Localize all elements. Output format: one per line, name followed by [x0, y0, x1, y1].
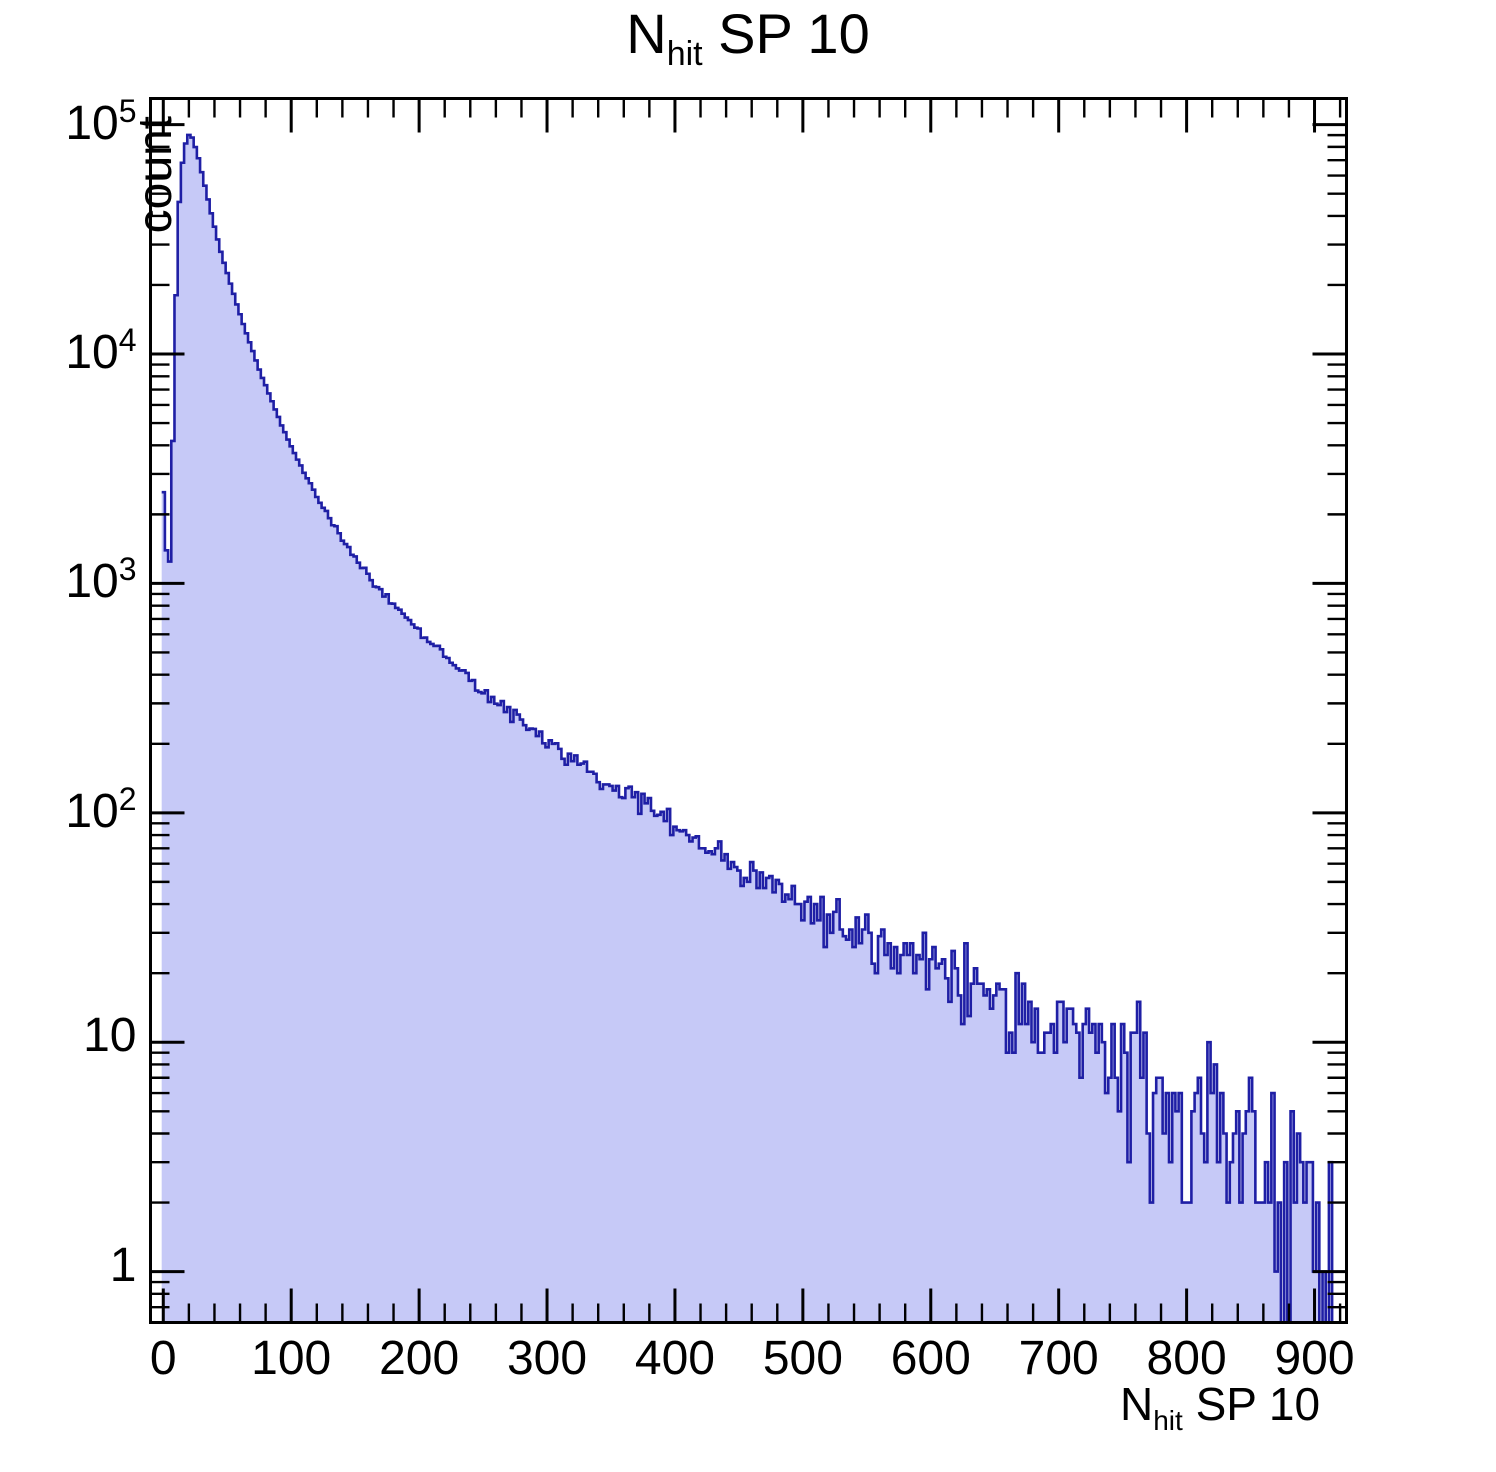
xlabel-base: N — [1120, 1378, 1154, 1430]
x-tick-label: 300 — [506, 1331, 588, 1385]
xlabel-rest: SP 10 — [1182, 1378, 1321, 1430]
y-tick-label: 1 — [109, 1238, 137, 1292]
y-tick-exponent: 5 — [118, 92, 137, 129]
y-tick-exponent: 4 — [118, 322, 137, 359]
xlabel-subscript: hit — [1153, 1405, 1183, 1437]
title-rest: SP 10 — [702, 2, 870, 65]
page-title: Nhit SP 10 — [0, 6, 1496, 74]
x-axis-title: Nhit SP 10 — [1120, 1377, 1320, 1437]
x-tick-label: 900 — [1274, 1331, 1355, 1385]
y-tick-mantissa: 10 — [65, 326, 119, 380]
y-tick-mantissa: 10 — [65, 96, 119, 150]
title-base: N — [626, 2, 667, 65]
histogram-fill — [161, 134, 1342, 1323]
y-tick-mantissa: 10 — [65, 555, 119, 609]
x-tick-label: 100 — [251, 1331, 332, 1385]
x-tick-label: 600 — [890, 1331, 971, 1385]
x-tick-label: 0 — [149, 1331, 177, 1385]
y-tick-exponent: 3 — [118, 551, 137, 588]
y-tick-label: 10 — [83, 1012, 136, 1060]
title-subscript: hit — [666, 35, 703, 74]
y-tick-mantissa: 10 — [83, 1009, 137, 1063]
y-tick-label: 104 — [65, 324, 136, 377]
y-tick-label: 105 — [65, 95, 136, 148]
x-tick-label: 700 — [1018, 1331, 1099, 1385]
x-tick-label: 200 — [379, 1331, 460, 1385]
y-tick-label: 103 — [65, 553, 136, 606]
y-tick-mantissa: 10 — [65, 784, 119, 838]
y-tick-label: 102 — [65, 783, 136, 836]
axis-ticks — [150, 98, 1347, 1324]
x-tick-label: 500 — [762, 1331, 843, 1385]
histogram-outline — [161, 133, 1342, 1324]
y-tick-mantissa: 1 — [109, 1238, 137, 1292]
x-tick-label: 800 — [1146, 1331, 1227, 1385]
histogram-series — [161, 133, 1342, 1324]
x-tick-label: 400 — [634, 1331, 715, 1385]
y-tick-exponent: 2 — [118, 780, 137, 817]
plot-frame — [149, 97, 1348, 1324]
